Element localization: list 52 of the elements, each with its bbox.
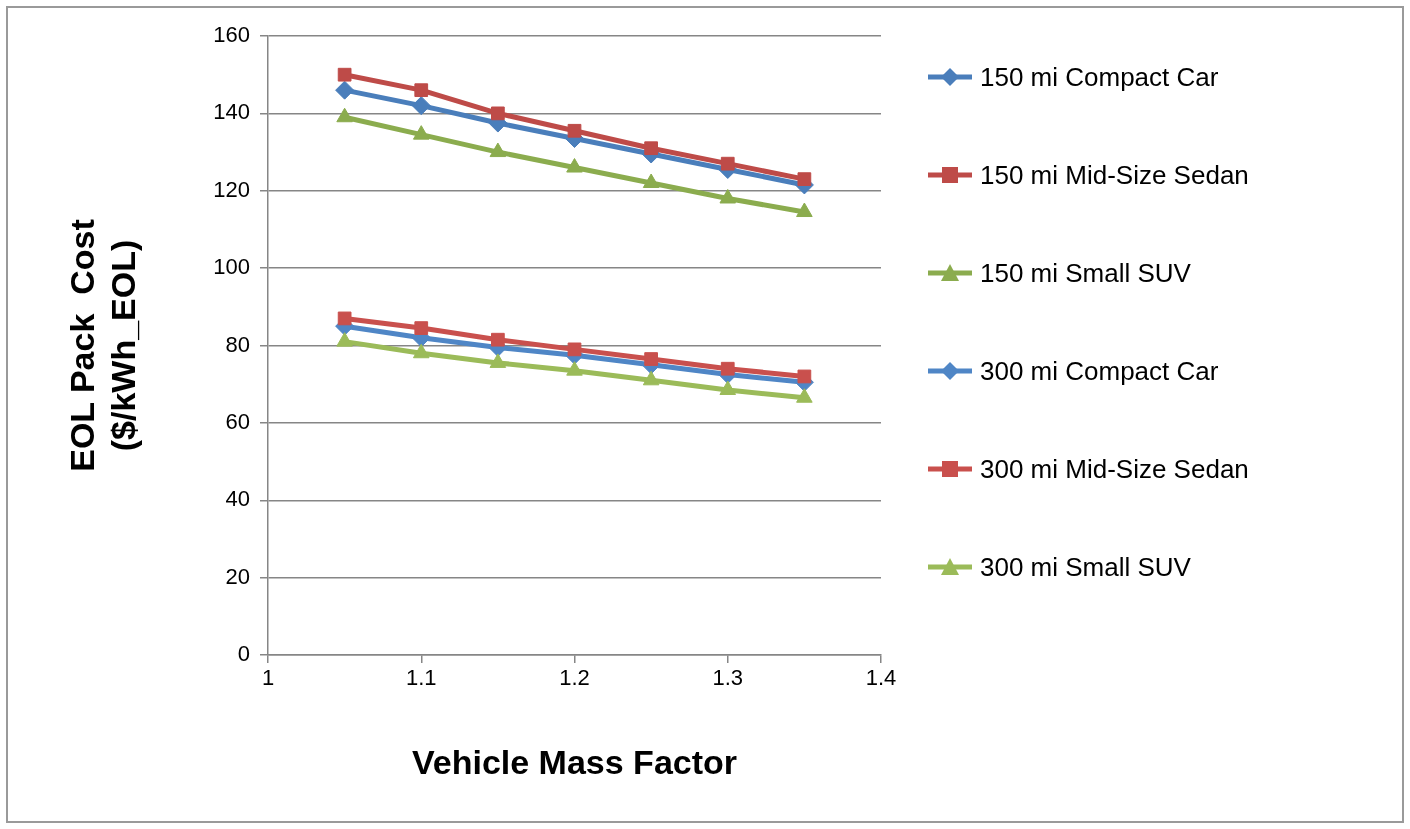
- legend-label: 150 mi Small SUV: [980, 257, 1191, 289]
- y-tick-label: 100: [213, 254, 250, 280]
- legend-label: 300 mi Small SUV: [980, 551, 1191, 583]
- point: [720, 156, 735, 171]
- x-tick-label: 1.2: [559, 665, 590, 691]
- y-tick-label: 60: [225, 408, 250, 434]
- point: [796, 388, 813, 403]
- point: [412, 125, 430, 140]
- point: [566, 361, 583, 376]
- point: [337, 311, 352, 326]
- point: [642, 370, 660, 386]
- point: [489, 142, 507, 158]
- x-tick-label: 1: [261, 665, 275, 691]
- point: [720, 361, 735, 376]
- y-axis-title: EOL Pack Cost ($/kWh_EOL): [62, 219, 142, 472]
- point: [796, 202, 813, 218]
- point: [567, 123, 582, 138]
- legend-label: 150 mi Compact Car: [980, 61, 1219, 93]
- y-tick-label: 160: [213, 22, 250, 48]
- x-tick-label: 1.1: [405, 665, 437, 691]
- y-tick-label: 120: [213, 176, 250, 202]
- point: [644, 141, 658, 156]
- x-tick-label: 1.3: [712, 665, 744, 691]
- point: [336, 107, 353, 123]
- point: [414, 321, 429, 335]
- point: [335, 80, 355, 100]
- y-tick-label: 0: [237, 641, 250, 667]
- point: [719, 380, 737, 395]
- legend-label: 300 mi Mid-Size Sedan: [980, 453, 1249, 485]
- point: [411, 96, 431, 116]
- y-tick-label: 20: [225, 563, 250, 589]
- point: [797, 172, 812, 187]
- y-tick-label: 40: [225, 486, 250, 512]
- point: [414, 83, 429, 98]
- x-tick-label: 1.4: [865, 665, 897, 691]
- point: [489, 353, 507, 368]
- point: [337, 67, 352, 82]
- y-tick-label: 80: [225, 331, 250, 357]
- x-axis-title: Vehicle Mass Factor: [411, 742, 738, 781]
- point: [336, 332, 353, 347]
- point: [491, 332, 505, 347]
- point: [566, 158, 583, 173]
- point: [797, 369, 812, 384]
- point: [642, 173, 660, 189]
- legend-label: 300 mi Compact Car: [980, 355, 1219, 387]
- point: [719, 188, 737, 204]
- y-tick-label: 140: [213, 99, 250, 125]
- point: [491, 106, 505, 121]
- legend-label: 150 mi Mid-Size Sedan: [980, 159, 1249, 191]
- point: [644, 352, 658, 366]
- point: [567, 342, 582, 357]
- point: [412, 343, 430, 359]
